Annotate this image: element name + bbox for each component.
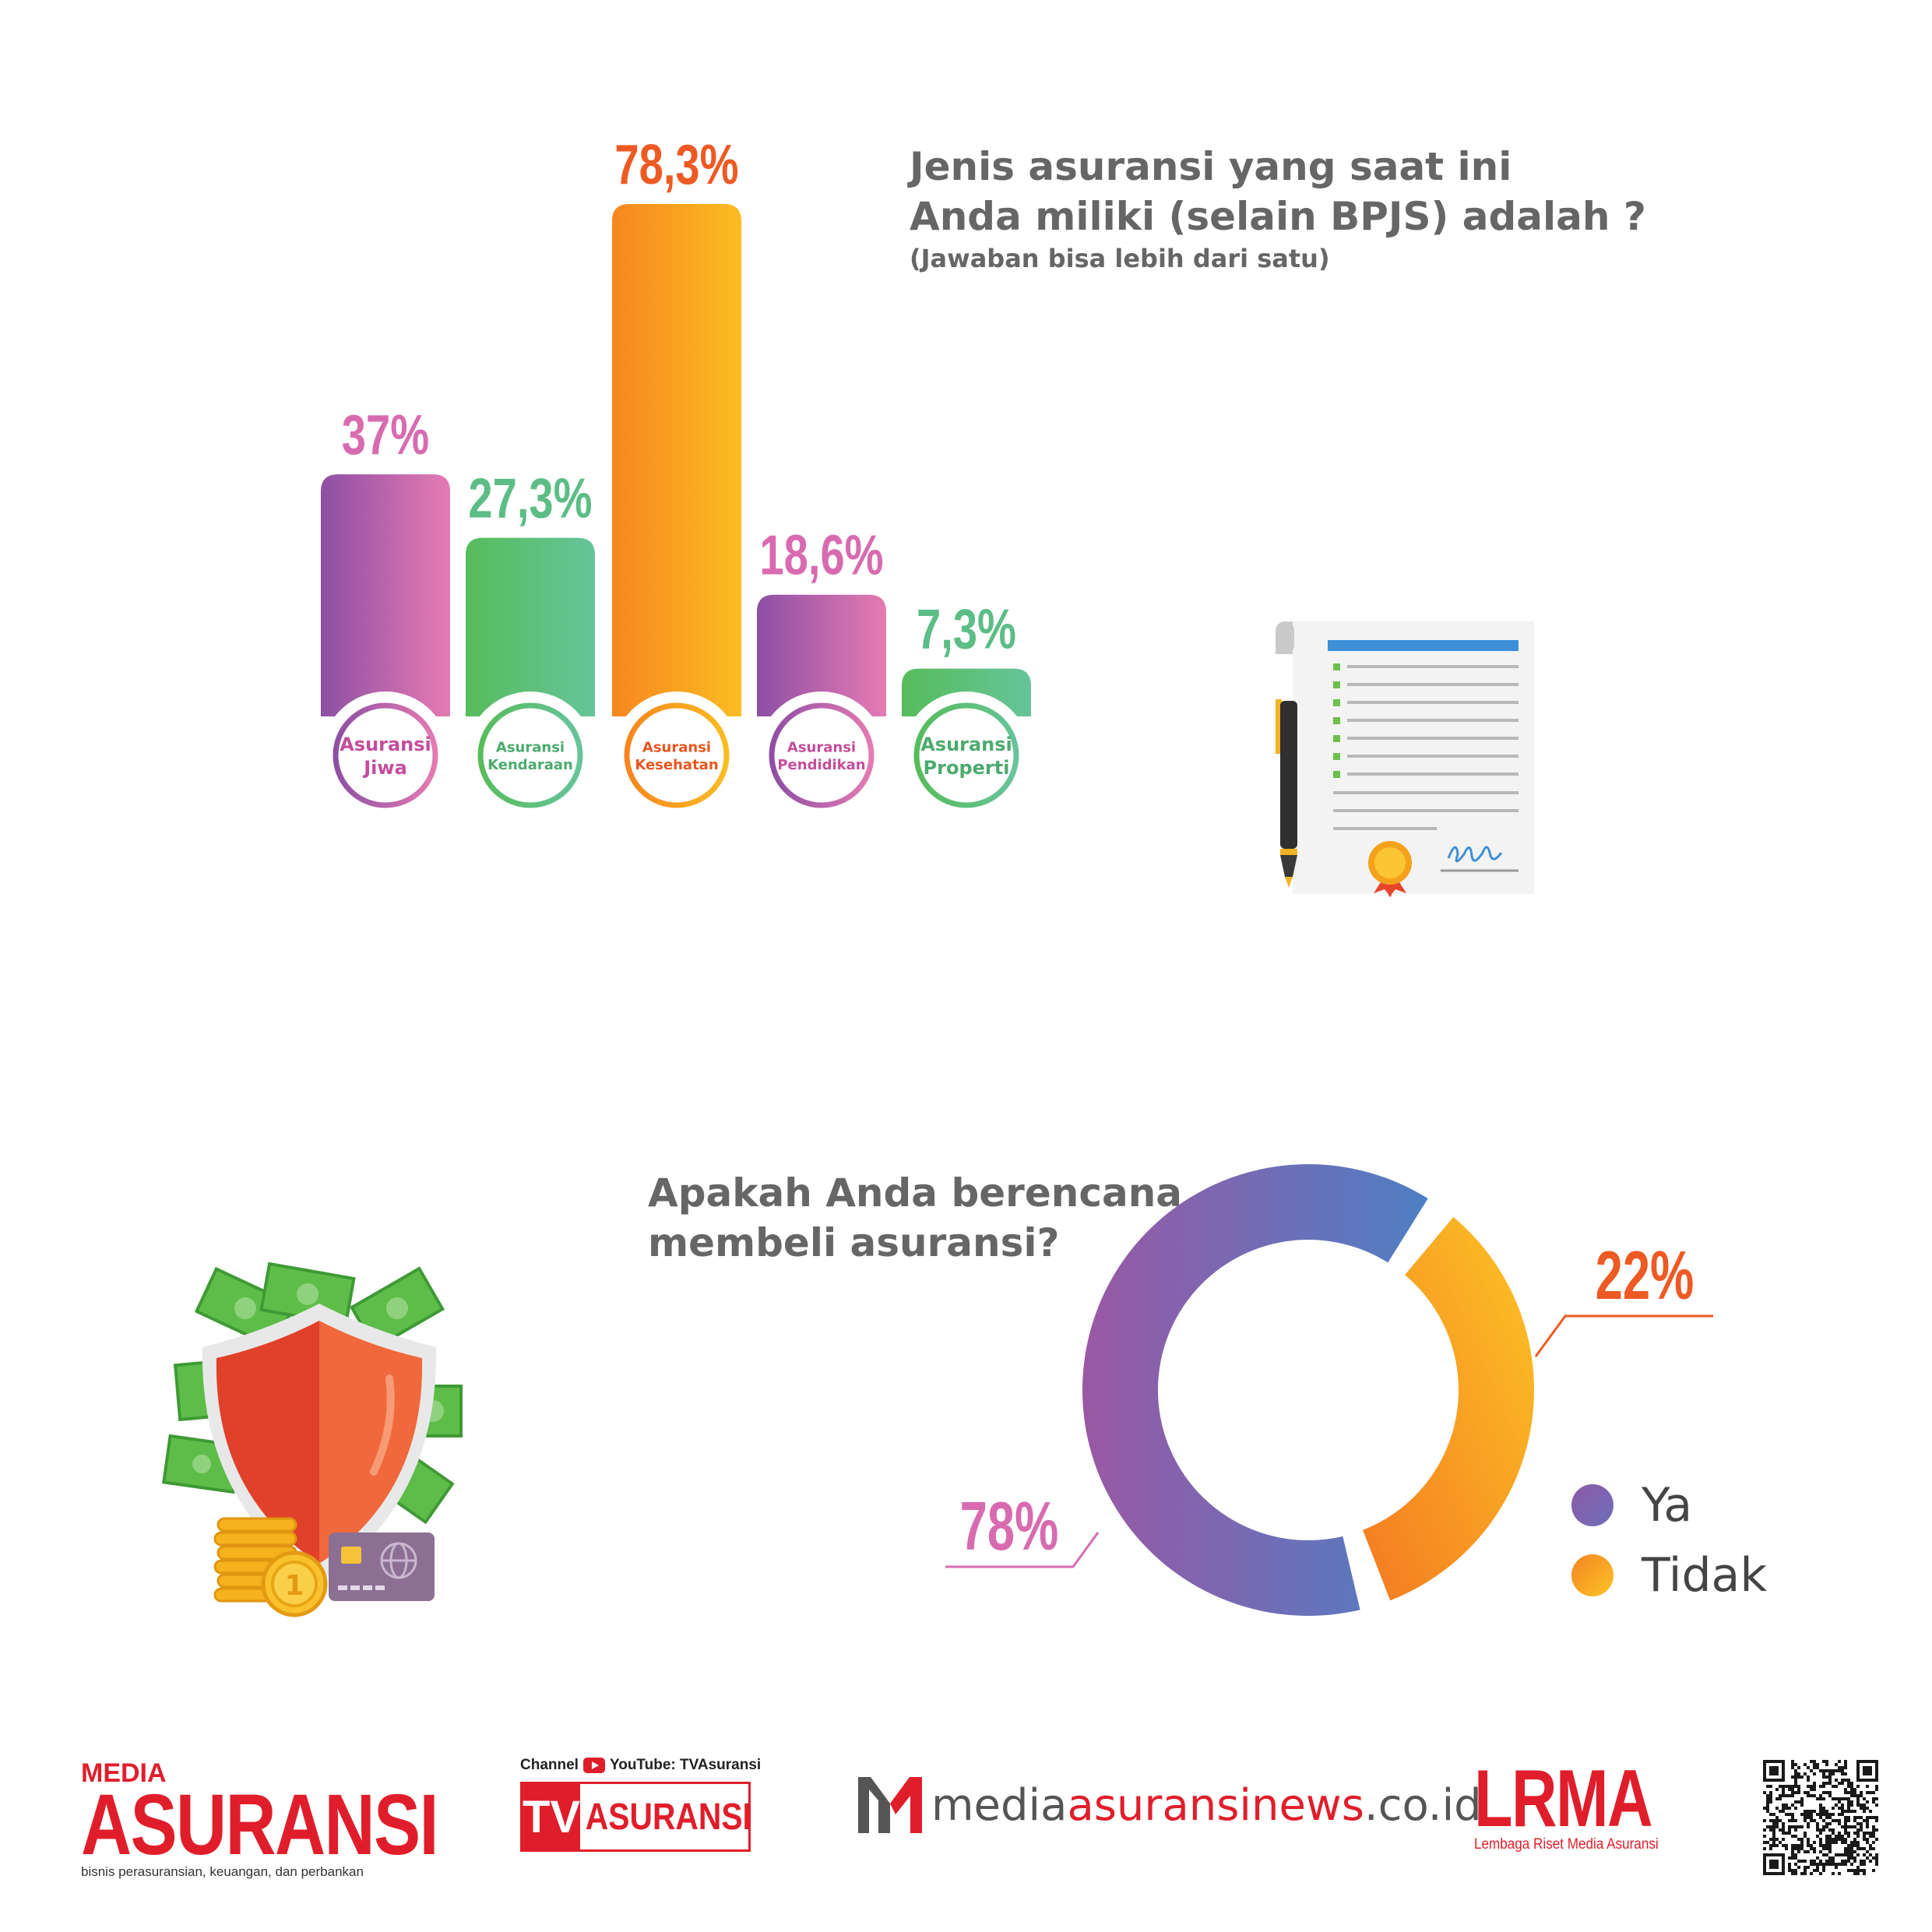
- svg-text:1: 1: [284, 1570, 304, 1602]
- bar-base-circle-2: [477, 702, 583, 808]
- bar-base-circle-1: [333, 702, 438, 808]
- donut-slice-tidak: [1363, 1216, 1535, 1601]
- legend-label-ya: Ya: [1642, 1478, 1693, 1533]
- donut-leader-line-ya: [945, 1532, 1100, 1568]
- bar-category-label-5-line1: Asuransi: [920, 734, 1012, 755]
- document-contract-icon: [1276, 621, 1534, 897]
- tv-asuransi-channel-line: Channel YouTube: TVAsuransi: [520, 1757, 761, 1774]
- bar-value-label-4: 18,6%: [759, 524, 883, 586]
- bar-base-circle-4: [769, 702, 875, 808]
- bar-base-circle-5: [913, 702, 1019, 808]
- tv-asuransi-name: ASURANSI: [585, 1796, 752, 1838]
- tv-asuransi-youtube-label: YouTube: TVAsuransi: [609, 1757, 762, 1773]
- legend-dot-ya: [1571, 1484, 1614, 1526]
- credit-card-icon: [329, 1533, 435, 1601]
- bar-1: [321, 474, 450, 716]
- website-url-middle: asuransinews: [1067, 1779, 1364, 1831]
- bar-category-label-3-line1: Asuransi: [642, 740, 711, 756]
- bar-4: [757, 594, 886, 716]
- bar-chart-title: Jenis asuransi yang saat ini Anda miliki…: [910, 142, 1646, 276]
- lrma-tagline: Lembaga Riset Media Asuransi: [1474, 1836, 1659, 1853]
- website-logo: mediaasuransinews.co.id: [858, 1777, 1482, 1833]
- lrma-logo: LRMA Lembaga Riset Media Asuransi: [1474, 1754, 1701, 1853]
- tv-asuransi-box: TV ASURANSI: [520, 1782, 751, 1852]
- bar-category-label-5-line2: Properti: [924, 757, 1010, 779]
- bar-category-label-1-line1: Asuransi: [340, 734, 431, 755]
- donut-value-label-tidak: 22%: [1596, 1238, 1694, 1314]
- tv-asuransi-tv: TV: [523, 1784, 581, 1849]
- bar-chart-title-line1: Jenis asuransi yang saat ini: [910, 144, 1512, 189]
- legend-item-ya: Ya: [1571, 1478, 1692, 1533]
- bar-category-label-2-line2: Kendaraan: [487, 757, 573, 773]
- lrma-logo-big: LRMA: [1474, 1754, 1653, 1844]
- tv-asuransi-logo: Channel YouTube: TVAsuransi TV ASURANSI: [520, 1757, 761, 1852]
- bar-chart-note: (Jawaban bisa lebih dari satu): [910, 244, 1330, 273]
- tv-asuransi-channel-label: Channel: [520, 1757, 579, 1773]
- shield-money-icon: [162, 1262, 463, 1581]
- bar-value-label-3: 78,3%: [614, 133, 738, 195]
- bar-3: [612, 204, 741, 716]
- donut-chart-title: Apakah Anda berencana membeli asuransi?: [648, 1168, 1182, 1268]
- qr-code-icon: [1763, 1760, 1878, 1875]
- bar-category-label-3-line2: Kesehatan: [635, 757, 718, 773]
- bar-category-label-1-line2: Jiwa: [362, 757, 407, 779]
- bar-chart: 37%AsuransiJiwa27,3%AsuransiKendaraan78,…: [321, 133, 1031, 819]
- media-asuransi-logo-big: ASURANSI: [81, 1777, 439, 1873]
- donut-chart-title-line1: Apakah Anda berencana: [648, 1170, 1183, 1216]
- bar-value-label-1: 37%: [342, 403, 429, 466]
- coins-icon: 1: [213, 1517, 328, 1617]
- legend-dot-tidak: [1571, 1554, 1614, 1596]
- donut-value-label-ya: 78%: [960, 1489, 1059, 1565]
- bar-value-label-5: 7,3%: [917, 598, 1016, 660]
- bar-category-label-2-line1: Asuransi: [496, 740, 565, 756]
- bar-value-label-2: 27,3%: [468, 467, 592, 530]
- bar-base-circle-3: [624, 702, 730, 808]
- donut-chart-title-line2: membeli asuransi?: [648, 1220, 1060, 1265]
- legend-item-tidak: Tidak: [1571, 1548, 1767, 1603]
- website-url-suffix: .co.id: [1364, 1779, 1482, 1831]
- legend-label-tidak: Tidak: [1642, 1548, 1768, 1603]
- youtube-icon: [582, 1758, 605, 1773]
- donut-leader-line-tidak: [1534, 1314, 1713, 1357]
- website-url-prefix: media: [931, 1779, 1068, 1831]
- bar-chart-title-line2: Anda miliki (selain BPJS) adalah ?: [910, 194, 1646, 239]
- bar-2: [466, 537, 595, 716]
- bar-category-label-4-line1: Asuransi: [787, 740, 856, 756]
- media-asuransi-tagline: bisnis perasuransian, keuangan, dan perb…: [81, 1864, 364, 1879]
- media-asuransi-logo-small: MEDIA: [81, 1758, 167, 1788]
- website-url: mediaasuransinews.co.id: [931, 1780, 1482, 1831]
- media-asuransi-logo: MEDIA ASURANSI bisnis perasuransian, keu…: [81, 1760, 516, 1880]
- bar-category-label-4-line2: Pendidikan: [777, 757, 865, 773]
- media-asuransi-m-icon: [858, 1777, 922, 1833]
